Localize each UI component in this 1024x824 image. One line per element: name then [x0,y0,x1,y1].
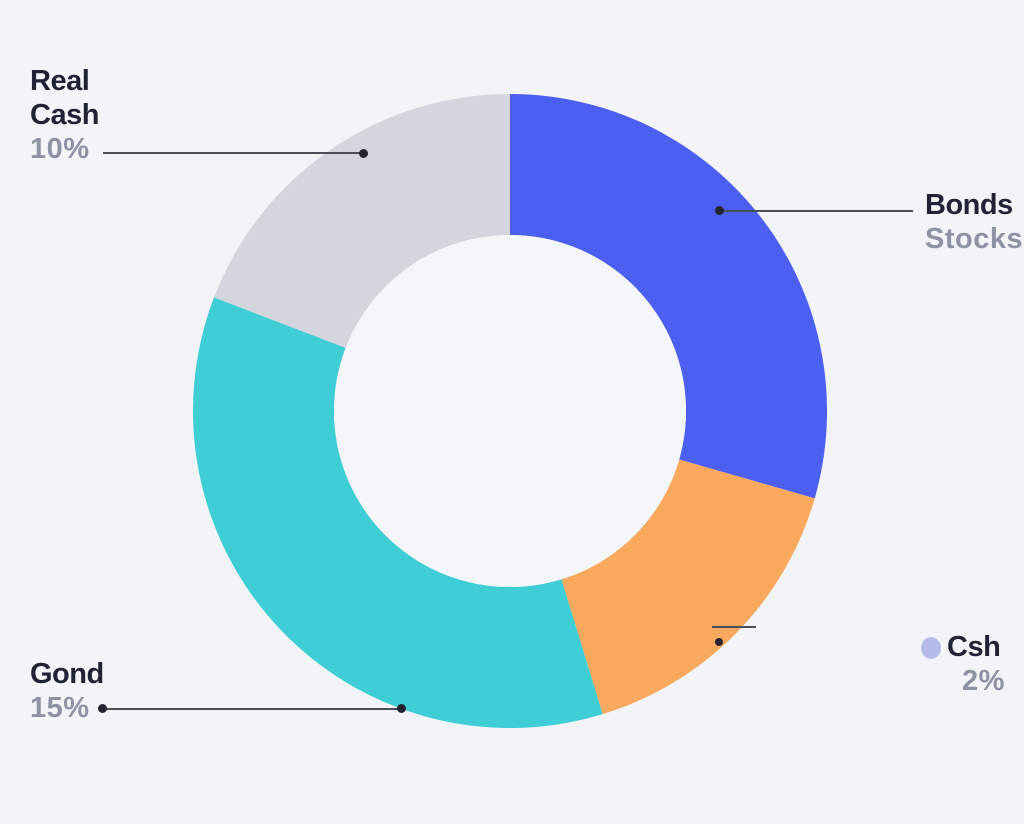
donut-segment-gond [193,297,603,728]
legend-csh-value: 2% [962,665,1005,697]
callout-real-cash: Real Cash 10% [30,64,99,167]
callout-gond-value: 15% [30,692,90,724]
legend-dot-csh [921,637,941,659]
callout-gond: Gond 15% [30,657,104,726]
donut-chart [193,94,827,728]
leader-line-real-cash [103,152,365,154]
donut-segment-orange-unlabeled [561,459,815,715]
donut-segment-real-cash [214,94,511,348]
legend-csh: Csh 2% [921,630,1005,699]
callout-real-cash-value: 10% [30,133,90,165]
leader-line-gond [103,708,402,710]
leader-dot-real-cash [359,149,368,158]
callout-bonds-line2: Stocks [925,223,1024,255]
donut-segment-bonds-stocks [510,94,827,499]
callout-bonds-line1: Bonds [925,189,1013,221]
callout-real-cash-line1: Real [30,65,90,97]
leader-line-bonds [720,210,913,212]
leader-dot-gond-start [98,704,107,713]
leader-dot-orange [715,638,723,646]
leader-dot-gond-end [397,704,406,713]
leader-line-orange [712,626,756,628]
callout-real-cash-line2: Cash [30,99,99,131]
donut-hole [334,235,686,587]
leader-dot-bonds [715,206,724,215]
legend-csh-label: Csh [947,631,1001,663]
callout-bonds: Bonds Stocks [925,188,1023,257]
callout-gond-line1: Gond [30,658,104,690]
